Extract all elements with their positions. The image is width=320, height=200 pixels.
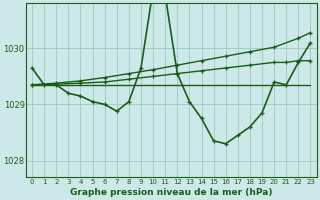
X-axis label: Graphe pression niveau de la mer (hPa): Graphe pression niveau de la mer (hPa) (70, 188, 273, 197)
